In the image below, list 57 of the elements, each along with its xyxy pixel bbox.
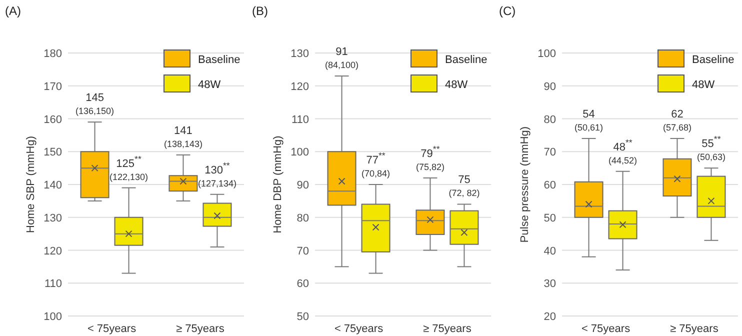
y-tick-label: 60 [544, 180, 556, 192]
y-tick-label: 50 [544, 212, 556, 224]
y-tick-label: 30 [544, 278, 556, 290]
chart-title: (A) [5, 4, 21, 18]
y-tick-label: 90 [296, 180, 309, 192]
y-tick-label: 140 [44, 180, 62, 192]
y-tick-label: 70 [296, 245, 309, 258]
annotation: 55$^{**}$ (50,63) [696, 134, 726, 162]
y-tick-label: 70 [544, 146, 556, 159]
y-tick-label: 100 [290, 146, 309, 159]
annotation: 48$^{**}$ (44,52) [608, 137, 638, 166]
y-tick-label: 100 [44, 311, 62, 323]
y-tick-label: 130 [290, 48, 309, 60]
annotation: 79$^{**}$ (75,82) [416, 144, 444, 172]
annotation: 130$^{**}$ (127,134) [198, 160, 236, 188]
y-tick-label: 50 [296, 311, 309, 323]
y-axis-title: Home SBP (mmHg) [25, 136, 37, 233]
legend-label: Baseline [198, 54, 240, 66]
annotation: 91 (84,100) [325, 46, 359, 70]
y-tick-label: 130 [44, 212, 62, 224]
x-tick-label: ≥ 75years [670, 323, 719, 335]
y-axis-title: Pulse pressure (mmHg) [519, 126, 531, 243]
y-tick-label: 150 [44, 146, 62, 159]
legend-label: 48W [692, 79, 716, 91]
annotation: 145 (136,150) [76, 92, 114, 116]
y-tick-label: 180 [44, 48, 62, 60]
annotation: 125$^{**}$ (122,130) [110, 154, 148, 182]
y-tick-label: 120 [290, 80, 309, 93]
y-tick-label: 120 [44, 245, 62, 258]
chart-title: (C) [499, 4, 516, 18]
x-tick-label: ≥ 75years [176, 323, 225, 335]
y-tick-label: 20 [544, 311, 556, 323]
annotation: 77$^{**}$ (70,84) [362, 150, 390, 178]
y-tick-label: 110 [44, 278, 62, 290]
y-tick-label: 80 [544, 114, 556, 126]
y-tick-label: 40 [544, 245, 556, 258]
annotation: 62 (57,68) [662, 108, 692, 132]
legend-label: Baseline [692, 54, 734, 66]
annotation: 54 (50,61) [574, 108, 604, 132]
y-tick-label: 160 [44, 114, 62, 126]
annotation: 75 (72, 82) [448, 174, 480, 198]
annotation: 141 (138,143) [164, 124, 202, 149]
y-tick-label: 170 [44, 80, 62, 93]
x-tick-label: < 75years [334, 323, 384, 335]
y-tick-label: 100 [538, 48, 556, 60]
y-axis-title: Home DBP (mmHg) [272, 136, 284, 234]
x-tick-label: < 75years [581, 323, 631, 335]
chart-title: (B) [252, 4, 268, 18]
legend-label: Baseline [445, 54, 488, 66]
x-tick-label: < 75years [87, 323, 137, 335]
y-tick-label: 90 [544, 80, 556, 93]
y-tick-label: 60 [296, 278, 309, 290]
y-tick-label: 110 [291, 114, 309, 126]
y-tick-label: 80 [296, 212, 309, 224]
legend-label: 48W [445, 79, 468, 91]
x-tick-label: ≥ 75years [423, 323, 472, 335]
legend-label: 48W [198, 79, 222, 91]
